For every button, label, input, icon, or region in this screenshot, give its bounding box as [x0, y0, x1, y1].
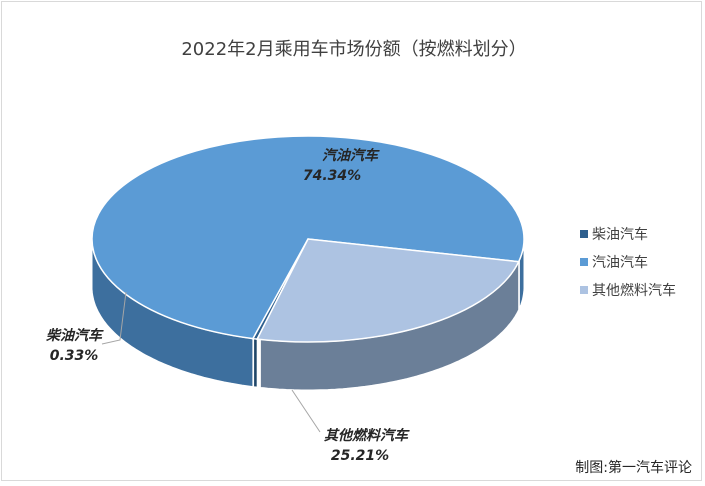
data-label-other-name: 其他燃料汽车: [324, 427, 410, 444]
legend-label-other: 其他燃料汽车: [592, 282, 676, 299]
data-label-other-value: 25.21%: [331, 448, 389, 464]
legend-label-gasoline: 汽油汽车: [592, 254, 648, 271]
legend-swatch-diesel: [580, 230, 588, 238]
data-label-diesel-name: 柴油汽车: [46, 327, 104, 344]
data-labels: 汽油汽车 74.34% 柴油汽车 0.33% 其他燃料汽车 25.21%: [46, 147, 410, 464]
leader-line-diesel: [101, 291, 127, 345]
leader-lines: [101, 291, 321, 433]
pie-slice-gasoline: [91, 135, 525, 340]
pie-slice-other: [256, 238, 520, 343]
legend: 柴油汽车 汽油汽车 其他燃料汽车: [580, 226, 676, 299]
chart-title: 2022年2月乘用车市场份额（按燃料划分）: [181, 39, 526, 60]
legend-label-diesel: 柴油汽车: [592, 226, 648, 243]
data-label-gasoline-value: 74.34%: [303, 168, 361, 184]
legend-swatch-other: [580, 286, 588, 294]
pie-plot: [91, 135, 525, 391]
leader-line-other: [291, 389, 321, 433]
legend-swatch-gasoline: [580, 258, 588, 266]
chart-credit: 制图:第一汽车评论: [575, 459, 692, 476]
data-label-gasoline-name: 汽油汽车: [322, 147, 380, 164]
pie-side-diesel: [253, 338, 258, 388]
data-label-diesel-value: 0.33%: [50, 348, 99, 364]
